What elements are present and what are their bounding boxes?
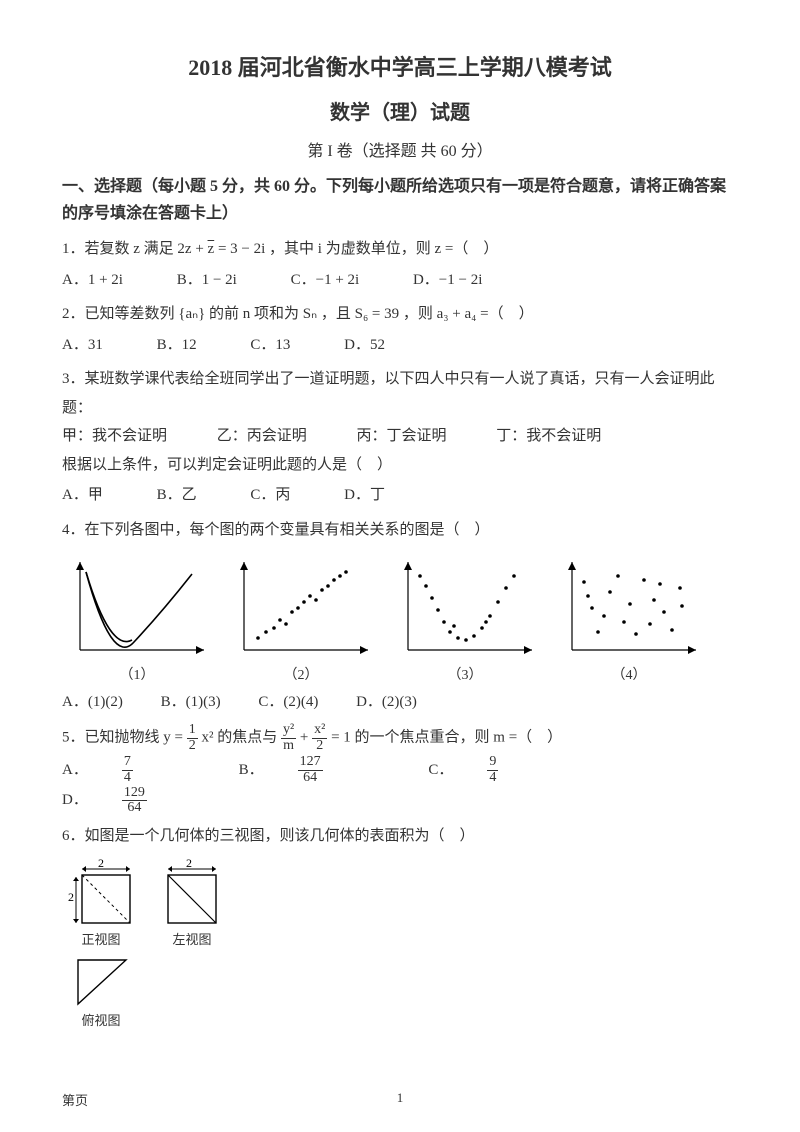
graph-4-label: （4） xyxy=(554,664,704,684)
graph-2-label: （2） xyxy=(226,664,376,684)
q3-s3: 丙：丁会证明 xyxy=(357,422,447,451)
graph-3-label: （3） xyxy=(390,664,540,684)
q2-B: B．12 xyxy=(157,331,197,360)
q3-C: C．丙 xyxy=(250,481,290,510)
q2-D: D．52 xyxy=(344,331,385,360)
section-title: 第 I 卷（选择题 共 60 分） xyxy=(62,137,738,161)
q3-s1: 甲：我不会证明 xyxy=(62,422,167,451)
q4-B: B．(1)(3) xyxy=(161,688,221,717)
dim-top2: 2 xyxy=(186,857,192,870)
q5-plus: + xyxy=(300,730,312,746)
three-views: 2 2 正视图 2 左视图 俯视图 xyxy=(62,857,738,1029)
q5-f2: x²2 xyxy=(312,723,327,753)
question-3-line2: 根据以上条件，可以判定会证明此题的人是（ ） xyxy=(62,451,738,480)
q1-C: C．−1 + 2i xyxy=(291,266,360,295)
q3-options: A．甲 B．乙 C．丙 D．丁 xyxy=(62,481,738,510)
question-1: 1．若复数 z 满足 2z + z = 3 − 2i ，其中 i 为虚数单位，则… xyxy=(62,235,738,264)
q4-D: D．(2)(3) xyxy=(356,688,417,717)
q1-A: A．1 + 2i xyxy=(62,266,123,295)
q2-A: A．31 xyxy=(62,331,103,360)
q5-f1: y²m xyxy=(281,723,296,753)
question-3-line1: 3．某班数学课代表给全班同学出了一道证明题，以下四人中只有一人说了真话，只有一人… xyxy=(62,365,738,422)
left-view-label: 左视图 xyxy=(156,929,228,948)
graph-1-label: （1） xyxy=(62,664,212,684)
top-view-label: 俯视图 xyxy=(62,1010,140,1029)
q1-options: A．1 + 2i B．1 − 2i C．−1 + 2i D．−1 − 2i xyxy=(62,266,738,295)
question-6: 6．如图是一个几何体的三视图，则该几何体的表面积为（ ） xyxy=(62,822,738,851)
q5-A: A．74 xyxy=(62,755,201,785)
q2-options: A．31 B．12 C．13 D．52 xyxy=(62,331,738,360)
q1-D: D．−1 − 2i xyxy=(413,266,482,295)
q3-s4: 丁：我不会证明 xyxy=(496,422,601,451)
q3-s2: 乙：丙会证明 xyxy=(217,422,307,451)
front-view-label: 正视图 xyxy=(62,929,140,948)
dim-left: 2 xyxy=(68,890,74,904)
q5-mid2: = 1 的一个焦点重合，则 m =（ ） xyxy=(331,730,562,746)
left-view: 2 左视图 xyxy=(156,857,228,948)
title-sub: 数学（理）试题 xyxy=(62,96,738,125)
q1-pre: 1．若复数 z 满足 2z + xyxy=(62,241,208,257)
q4-C: C．(2)(4) xyxy=(258,688,318,717)
q5-half: 12 xyxy=(187,723,198,753)
q4-graphs: （1） （2） xyxy=(62,552,738,684)
q3-statements: 甲：我不会证明 乙：丙会证明 丙：丁会证明 丁：我不会证明 xyxy=(62,422,738,451)
dim-top: 2 xyxy=(98,857,104,870)
q4-A: A．(1)(2) xyxy=(62,688,123,717)
q1-mid: = 3 − 2i ，其中 i 为虚数单位，则 z =（ ） xyxy=(214,241,498,257)
page-number: 1 xyxy=(62,1090,738,1106)
q3-D: D．丁 xyxy=(344,481,385,510)
q3-B: B．乙 xyxy=(157,481,197,510)
title-main: 2018 届河北省衡水中学高三上学期八模考试 xyxy=(62,50,738,82)
q2-C: C．13 xyxy=(250,331,290,360)
front-view: 2 2 正视图 xyxy=(62,857,140,948)
question-5: 5．已知抛物线 y = 12 x² 的焦点与 y²m + x²2 = 1 的一个… xyxy=(62,723,738,753)
instructions: 一、选择题（每小题 5 分，共 60 分。下列每小题所给选项只有一项是符合题意，… xyxy=(62,173,738,227)
question-4: 4．在下列各图中，每个图的两个变量具有相关关系的图是（ ） xyxy=(62,516,738,545)
graph-4: （4） xyxy=(554,552,704,684)
q5-C: C．94 xyxy=(428,755,566,785)
q1-B: B．1 − 2i xyxy=(177,266,237,295)
graph-3: （3） xyxy=(390,552,540,684)
q5-D: D．12964 xyxy=(62,786,215,816)
q5-B: B．12764 xyxy=(239,755,391,785)
page-footer: 第页 1 xyxy=(62,1090,738,1106)
q4-options: A．(1)(2) B．(1)(3) C．(2)(4) D．(2)(3) xyxy=(62,688,738,717)
q5-pre: 5．已知抛物线 y = xyxy=(62,730,187,746)
q5-mid1: x² 的焦点与 xyxy=(201,730,281,746)
q5-options: A．74 B．12764 C．94 D．12964 xyxy=(62,755,738,816)
q3-A: A．甲 xyxy=(62,481,103,510)
graph-2: （2） xyxy=(226,552,376,684)
footer-label: 第页 xyxy=(62,1090,88,1109)
question-2: 2．已知等差数列 {aₙ} 的前 n 项和为 Sₙ ，且 S₆ = 39 ，则 … xyxy=(62,300,738,329)
graph-1: （1） xyxy=(62,552,212,684)
top-view: 俯视图 xyxy=(62,952,140,1029)
